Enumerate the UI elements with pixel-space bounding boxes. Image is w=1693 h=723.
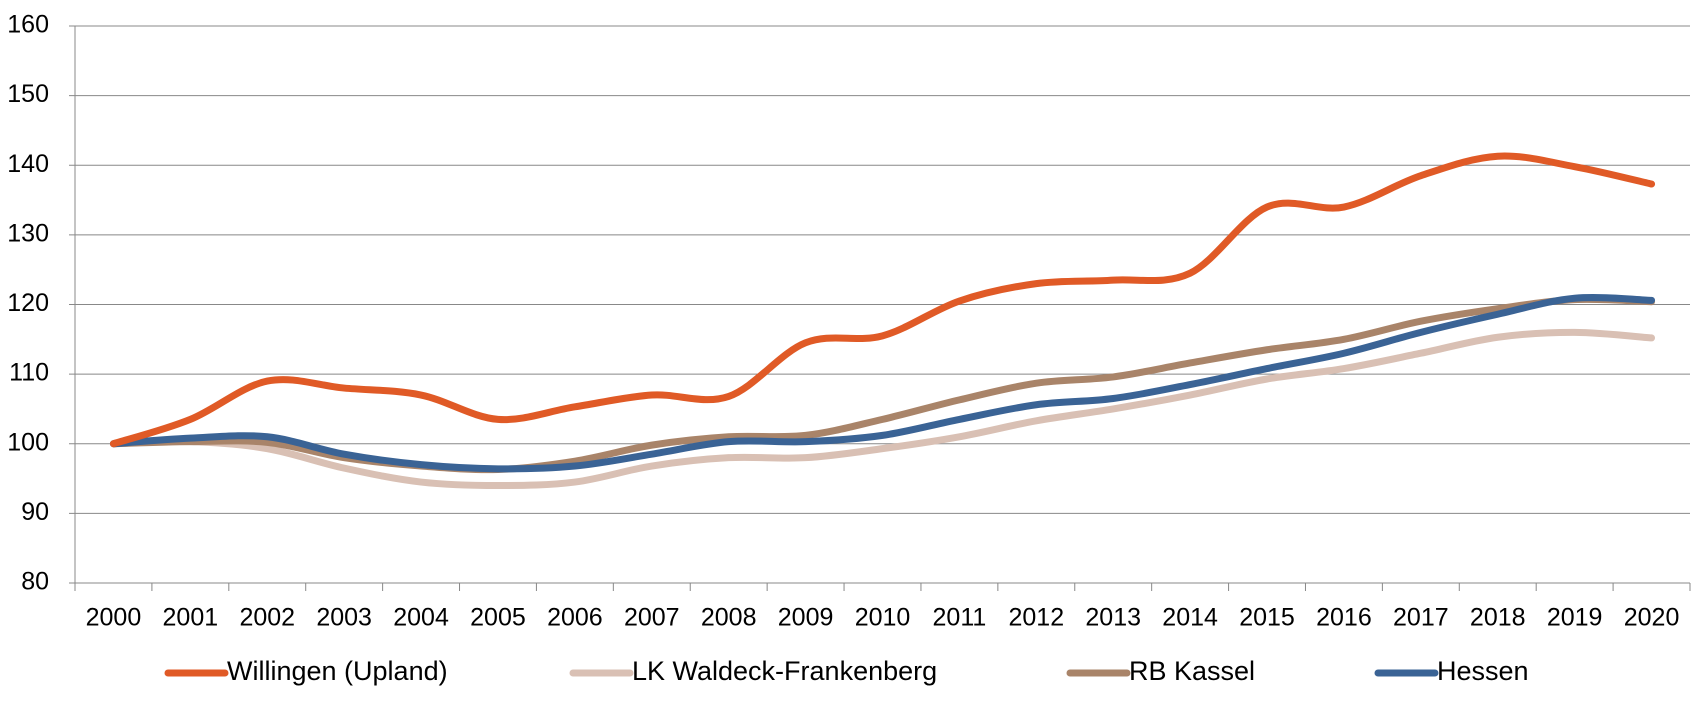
x-tick-label: 2019: [1547, 604, 1603, 632]
x-tick-label: 2006: [547, 604, 603, 632]
x-tick-label: 2008: [701, 604, 757, 632]
y-tick-label: 160: [7, 11, 49, 39]
x-tick-label: 2005: [470, 604, 526, 632]
y-tick-label: 150: [7, 80, 49, 108]
legend-label: RB Kassel: [1129, 656, 1255, 686]
x-tick-label: 2002: [239, 604, 295, 632]
y-tick-label: 80: [21, 568, 49, 596]
x-tick-label: 2003: [316, 604, 372, 632]
x-tick-label: 2004: [393, 604, 449, 632]
line: [109, 328, 1656, 490]
x-tick-label: 2013: [1085, 604, 1141, 632]
x-tick-label: 2020: [1624, 604, 1680, 632]
y-tick-label: 90: [21, 498, 49, 526]
x-tick-label: 2016: [1316, 604, 1372, 632]
x-tick-label: 2010: [855, 604, 911, 632]
x-tick-label: 2011: [933, 604, 987, 632]
legend-label: Willingen (Upland): [227, 656, 448, 686]
legend-label: LK Waldeck-Frankenberg: [632, 656, 937, 686]
line: [109, 294, 1656, 473]
x-tick-label: 2007: [624, 604, 680, 632]
x-tick-label: 2012: [1008, 604, 1064, 632]
y-tick-label: 130: [7, 219, 49, 247]
legend-label: Hessen: [1437, 656, 1529, 686]
y-tick-label: 100: [7, 428, 49, 456]
y-tick-label: 110: [9, 359, 49, 387]
x-tick-label: 2015: [1239, 604, 1295, 632]
y-tick-label: 140: [7, 150, 49, 178]
x-tick-label: 2000: [86, 604, 142, 632]
x-tick-label: 2014: [1162, 604, 1218, 632]
x-tick-label: 2009: [778, 604, 834, 632]
y-tick-label: 120: [7, 289, 49, 317]
x-tick-label: 2018: [1470, 604, 1526, 632]
x-tick-label: 2017: [1393, 604, 1449, 632]
x-tick-label: 2001: [163, 604, 219, 632]
line: [109, 152, 1656, 448]
